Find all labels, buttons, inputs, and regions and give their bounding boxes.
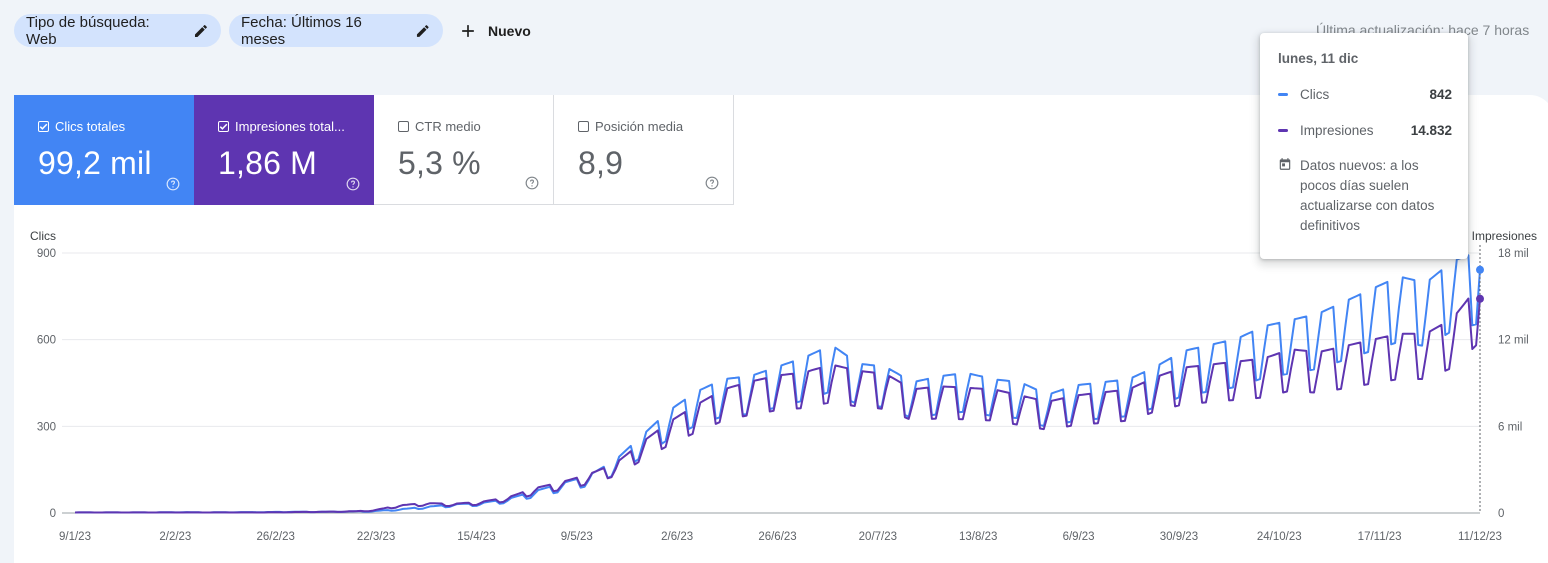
x-tick-label: 17/11/23 [1358,531,1402,543]
checkbox-checked-icon[interactable] [218,121,229,132]
total-impressions-label: Impresiones total... [235,119,345,134]
help-icon[interactable] [166,177,180,191]
hover-point-clicks [1476,265,1484,274]
right-tick-label: 6 mil [1498,421,1522,433]
x-tick-label: 15/4/23 [457,531,495,543]
calendar-icon [1279,158,1291,170]
x-tick-label: 13/8/23 [959,531,997,543]
x-tick-label: 30/9/23 [1160,531,1198,543]
x-tick-label: 9/5/23 [561,531,593,543]
average-ctr-label: CTR medio [415,119,481,134]
search-type-filter-chip[interactable]: Tipo de búsqueda: Web [14,13,221,48]
x-tick-label: 26/6/23 [758,531,796,543]
x-tick-label: 2/6/23 [661,531,693,543]
tooltip-note: Datos nuevos: a los pocos días suelen ac… [1278,156,1450,236]
tooltip-clicks-value: 842 [1429,87,1452,102]
total-impressions-value: 1,86 M [218,145,318,181]
total-clicks-card[interactable]: Clics totales 99,2 mil [14,95,194,205]
average-position-card[interactable]: Posición media 8,9 [554,95,734,205]
date-filter-chip[interactable]: Fecha: Últimos 16 meses [229,13,443,48]
x-tick-label: 26/2/23 [257,531,295,543]
x-tick-label: 24/10/23 [1257,531,1302,543]
clicks-legend-swatch [1278,93,1288,96]
tooltip-impressions-value: 14.832 [1410,123,1452,138]
average-ctr-card[interactable]: CTR medio 5,3 % [374,95,554,205]
average-ctr-value: 5,3 % [398,145,481,181]
checkbox-checked-icon[interactable] [38,121,49,132]
total-clicks-value: 99,2 mil [38,145,152,181]
x-tick-label: 2/2/23 [159,531,191,543]
add-filter-label: Nuevo [488,22,531,39]
left-axis-title: Clics [30,229,56,243]
x-tick-label: 6/9/23 [1063,531,1095,543]
average-position-value: 8,9 [578,145,624,181]
help-icon[interactable] [705,176,719,190]
add-filter-button[interactable]: Nuevo [458,14,531,47]
average-position-label: Posición media [595,119,684,134]
pencil-icon [417,24,430,37]
search-type-filter-label: Tipo de búsqueda: Web [26,13,150,48]
series-line-impressions [74,297,1481,514]
tooltip-clicks-row: Clics 842 [1278,87,1452,102]
help-icon[interactable] [346,177,360,191]
series-line-clicks [74,254,1481,514]
date-filter-label: Fecha: Últimos 16 meses [241,13,362,48]
x-tick-label: 20/7/23 [859,531,897,543]
x-tick-label: 22/3/23 [357,531,395,543]
total-clicks-label: Clics totales [55,119,126,134]
left-tick-label: 600 [37,335,56,347]
right-tick-label: 12 mil [1498,335,1529,347]
tooltip-clicks-label: Clics [1300,87,1330,102]
pencil-icon [195,24,208,37]
tooltip-note-text: Datos nuevos: a los pocos días suelen ac… [1300,158,1435,233]
impressions-legend-swatch [1278,129,1288,132]
chart-tooltip: lunes, 11 dic Clics 842 Impresiones 14.8… [1260,33,1468,259]
tooltip-impressions-row: Impresiones 14.832 [1278,123,1452,138]
help-icon[interactable] [525,176,539,190]
tooltip-date: lunes, 11 dic [1278,51,1359,66]
right-tick-label: 18 mil [1498,248,1529,260]
right-axis-title: Impresiones [1472,229,1537,243]
x-tick-label: 11/12/23 [1458,531,1502,543]
plus-icon [462,24,474,37]
left-tick-label: 300 [37,421,56,433]
left-tick-label: 900 [37,248,56,260]
total-impressions-card[interactable]: Impresiones total... 1,86 M [194,95,374,205]
x-tick-label: 9/1/23 [59,531,91,543]
checkbox-unchecked-icon[interactable] [578,121,589,132]
hover-point-impressions [1476,294,1484,303]
tooltip-impressions-label: Impresiones [1300,123,1374,138]
right-tick-label: 0 [1498,508,1504,520]
checkbox-unchecked-icon[interactable] [398,121,409,132]
left-tick-label: 0 [50,508,56,520]
